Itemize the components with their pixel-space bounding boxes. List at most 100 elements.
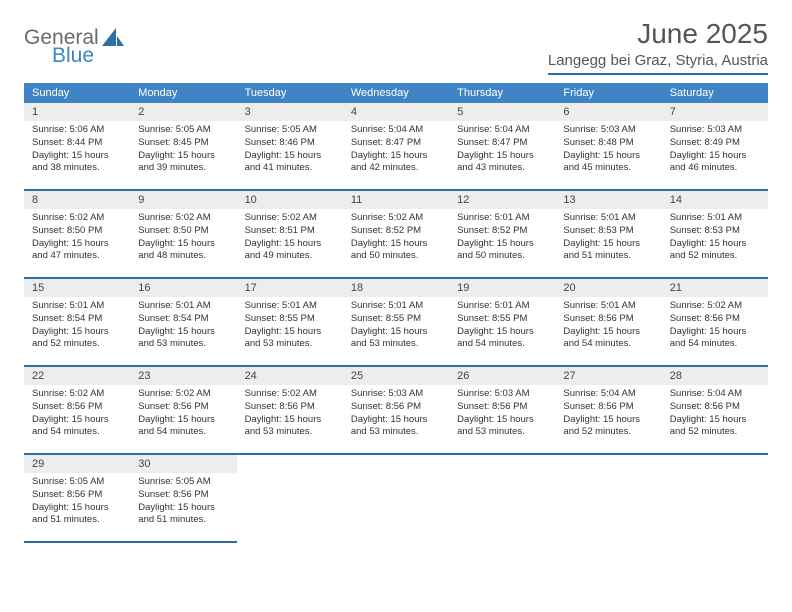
day-details: Sunrise: 5:02 AMSunset: 8:52 PMDaylight:… (343, 209, 449, 263)
day-number: 13 (555, 191, 661, 209)
day-details: Sunrise: 5:03 AMSunset: 8:49 PMDaylight:… (662, 121, 768, 175)
calendar-cell: 2Sunrise: 5:05 AMSunset: 8:45 PMDaylight… (130, 103, 236, 191)
day-number: 15 (24, 279, 130, 297)
calendar-cell: 16Sunrise: 5:01 AMSunset: 8:54 PMDayligh… (130, 279, 236, 367)
calendar-cell: 7Sunrise: 5:03 AMSunset: 8:49 PMDaylight… (662, 103, 768, 191)
calendar-cell: 11Sunrise: 5:02 AMSunset: 8:52 PMDayligh… (343, 191, 449, 279)
day-details: Sunrise: 5:02 AMSunset: 8:56 PMDaylight:… (662, 297, 768, 351)
day-details: Sunrise: 5:01 AMSunset: 8:55 PMDaylight:… (237, 297, 343, 351)
title-block: June 2025 Langegg bei Graz, Styria, Aust… (548, 18, 768, 75)
day-number: 8 (24, 191, 130, 209)
day-details: Sunrise: 5:01 AMSunset: 8:55 PMDaylight:… (449, 297, 555, 351)
weekday-header: Monday (130, 83, 236, 103)
calendar-cell: 6Sunrise: 5:03 AMSunset: 8:48 PMDaylight… (555, 103, 661, 191)
day-details: Sunrise: 5:02 AMSunset: 8:56 PMDaylight:… (130, 385, 236, 439)
day-number: 30 (130, 455, 236, 473)
day-details: Sunrise: 5:02 AMSunset: 8:50 PMDaylight:… (24, 209, 130, 263)
day-number: 17 (237, 279, 343, 297)
day-number: 5 (449, 103, 555, 121)
day-details: Sunrise: 5:03 AMSunset: 8:56 PMDaylight:… (449, 385, 555, 439)
day-details: Sunrise: 5:03 AMSunset: 8:56 PMDaylight:… (343, 385, 449, 439)
day-number: 14 (662, 191, 768, 209)
calendar-cell: 19Sunrise: 5:01 AMSunset: 8:55 PMDayligh… (449, 279, 555, 367)
day-details: Sunrise: 5:02 AMSunset: 8:51 PMDaylight:… (237, 209, 343, 263)
day-details: Sunrise: 5:02 AMSunset: 8:56 PMDaylight:… (237, 385, 343, 439)
day-number: 21 (662, 279, 768, 297)
day-number: 27 (555, 367, 661, 385)
day-number: 26 (449, 367, 555, 385)
calendar-cell (662, 455, 768, 543)
day-details: Sunrise: 5:01 AMSunset: 8:53 PMDaylight:… (662, 209, 768, 263)
page-title: June 2025 (548, 18, 768, 50)
calendar-cell: 20Sunrise: 5:01 AMSunset: 8:56 PMDayligh… (555, 279, 661, 367)
calendar-cell: 9Sunrise: 5:02 AMSunset: 8:50 PMDaylight… (130, 191, 236, 279)
brand-part2: Blue (52, 44, 94, 68)
day-number: 11 (343, 191, 449, 209)
day-number: 29 (24, 455, 130, 473)
day-number: 2 (130, 103, 236, 121)
weekday-header: Sunday (24, 83, 130, 103)
calendar-cell: 22Sunrise: 5:02 AMSunset: 8:56 PMDayligh… (24, 367, 130, 455)
calendar-cell (237, 455, 343, 543)
day-details: Sunrise: 5:05 AMSunset: 8:46 PMDaylight:… (237, 121, 343, 175)
day-details: Sunrise: 5:04 AMSunset: 8:47 PMDaylight:… (449, 121, 555, 175)
day-details: Sunrise: 5:06 AMSunset: 8:44 PMDaylight:… (24, 121, 130, 175)
day-number: 23 (130, 367, 236, 385)
calendar-cell (555, 455, 661, 543)
calendar-cell: 27Sunrise: 5:04 AMSunset: 8:56 PMDayligh… (555, 367, 661, 455)
calendar-cell: 18Sunrise: 5:01 AMSunset: 8:55 PMDayligh… (343, 279, 449, 367)
calendar-cell (343, 455, 449, 543)
day-number: 16 (130, 279, 236, 297)
calendar-cell: 12Sunrise: 5:01 AMSunset: 8:52 PMDayligh… (449, 191, 555, 279)
day-number: 20 (555, 279, 661, 297)
day-number: 22 (24, 367, 130, 385)
calendar-cell: 4Sunrise: 5:04 AMSunset: 8:47 PMDaylight… (343, 103, 449, 191)
weekday-header: Friday (555, 83, 661, 103)
day-number: 19 (449, 279, 555, 297)
day-number: 6 (555, 103, 661, 121)
calendar-cell: 28Sunrise: 5:04 AMSunset: 8:56 PMDayligh… (662, 367, 768, 455)
day-number: 25 (343, 367, 449, 385)
day-number: 24 (237, 367, 343, 385)
calendar-cell: 14Sunrise: 5:01 AMSunset: 8:53 PMDayligh… (662, 191, 768, 279)
calendar-cell: 10Sunrise: 5:02 AMSunset: 8:51 PMDayligh… (237, 191, 343, 279)
calendar-cell: 30Sunrise: 5:05 AMSunset: 8:56 PMDayligh… (130, 455, 236, 543)
weekday-header: Thursday (449, 83, 555, 103)
day-number: 1 (24, 103, 130, 121)
day-number: 9 (130, 191, 236, 209)
day-details: Sunrise: 5:02 AMSunset: 8:56 PMDaylight:… (24, 385, 130, 439)
day-details: Sunrise: 5:03 AMSunset: 8:48 PMDaylight:… (555, 121, 661, 175)
calendar-cell: 21Sunrise: 5:02 AMSunset: 8:56 PMDayligh… (662, 279, 768, 367)
day-details: Sunrise: 5:05 AMSunset: 8:45 PMDaylight:… (130, 121, 236, 175)
weekday-header: Saturday (662, 83, 768, 103)
calendar-grid: SundayMondayTuesdayWednesdayThursdayFrid… (24, 83, 768, 543)
day-number: 3 (237, 103, 343, 121)
day-details: Sunrise: 5:04 AMSunset: 8:56 PMDaylight:… (555, 385, 661, 439)
day-number: 10 (237, 191, 343, 209)
calendar-cell (449, 455, 555, 543)
day-details: Sunrise: 5:01 AMSunset: 8:53 PMDaylight:… (555, 209, 661, 263)
day-details: Sunrise: 5:04 AMSunset: 8:47 PMDaylight:… (343, 121, 449, 175)
calendar-cell: 17Sunrise: 5:01 AMSunset: 8:55 PMDayligh… (237, 279, 343, 367)
calendar-cell: 1Sunrise: 5:06 AMSunset: 8:44 PMDaylight… (24, 103, 130, 191)
day-details: Sunrise: 5:04 AMSunset: 8:56 PMDaylight:… (662, 385, 768, 439)
day-details: Sunrise: 5:01 AMSunset: 8:54 PMDaylight:… (24, 297, 130, 351)
day-number: 12 (449, 191, 555, 209)
day-details: Sunrise: 5:01 AMSunset: 8:52 PMDaylight:… (449, 209, 555, 263)
day-number: 18 (343, 279, 449, 297)
calendar-cell: 8Sunrise: 5:02 AMSunset: 8:50 PMDaylight… (24, 191, 130, 279)
page-subtitle: Langegg bei Graz, Styria, Austria (548, 52, 768, 75)
day-details: Sunrise: 5:02 AMSunset: 8:50 PMDaylight:… (130, 209, 236, 263)
day-details: Sunrise: 5:05 AMSunset: 8:56 PMDaylight:… (24, 473, 130, 527)
day-details: Sunrise: 5:01 AMSunset: 8:55 PMDaylight:… (343, 297, 449, 351)
calendar-cell: 3Sunrise: 5:05 AMSunset: 8:46 PMDaylight… (237, 103, 343, 191)
weekday-header: Tuesday (237, 83, 343, 103)
calendar-cell: 29Sunrise: 5:05 AMSunset: 8:56 PMDayligh… (24, 455, 130, 543)
brand-sail-icon (102, 28, 124, 48)
day-number: 4 (343, 103, 449, 121)
calendar-cell: 15Sunrise: 5:01 AMSunset: 8:54 PMDayligh… (24, 279, 130, 367)
weekday-header: Wednesday (343, 83, 449, 103)
day-details: Sunrise: 5:05 AMSunset: 8:56 PMDaylight:… (130, 473, 236, 527)
calendar-cell: 13Sunrise: 5:01 AMSunset: 8:53 PMDayligh… (555, 191, 661, 279)
calendar-cell: 24Sunrise: 5:02 AMSunset: 8:56 PMDayligh… (237, 367, 343, 455)
